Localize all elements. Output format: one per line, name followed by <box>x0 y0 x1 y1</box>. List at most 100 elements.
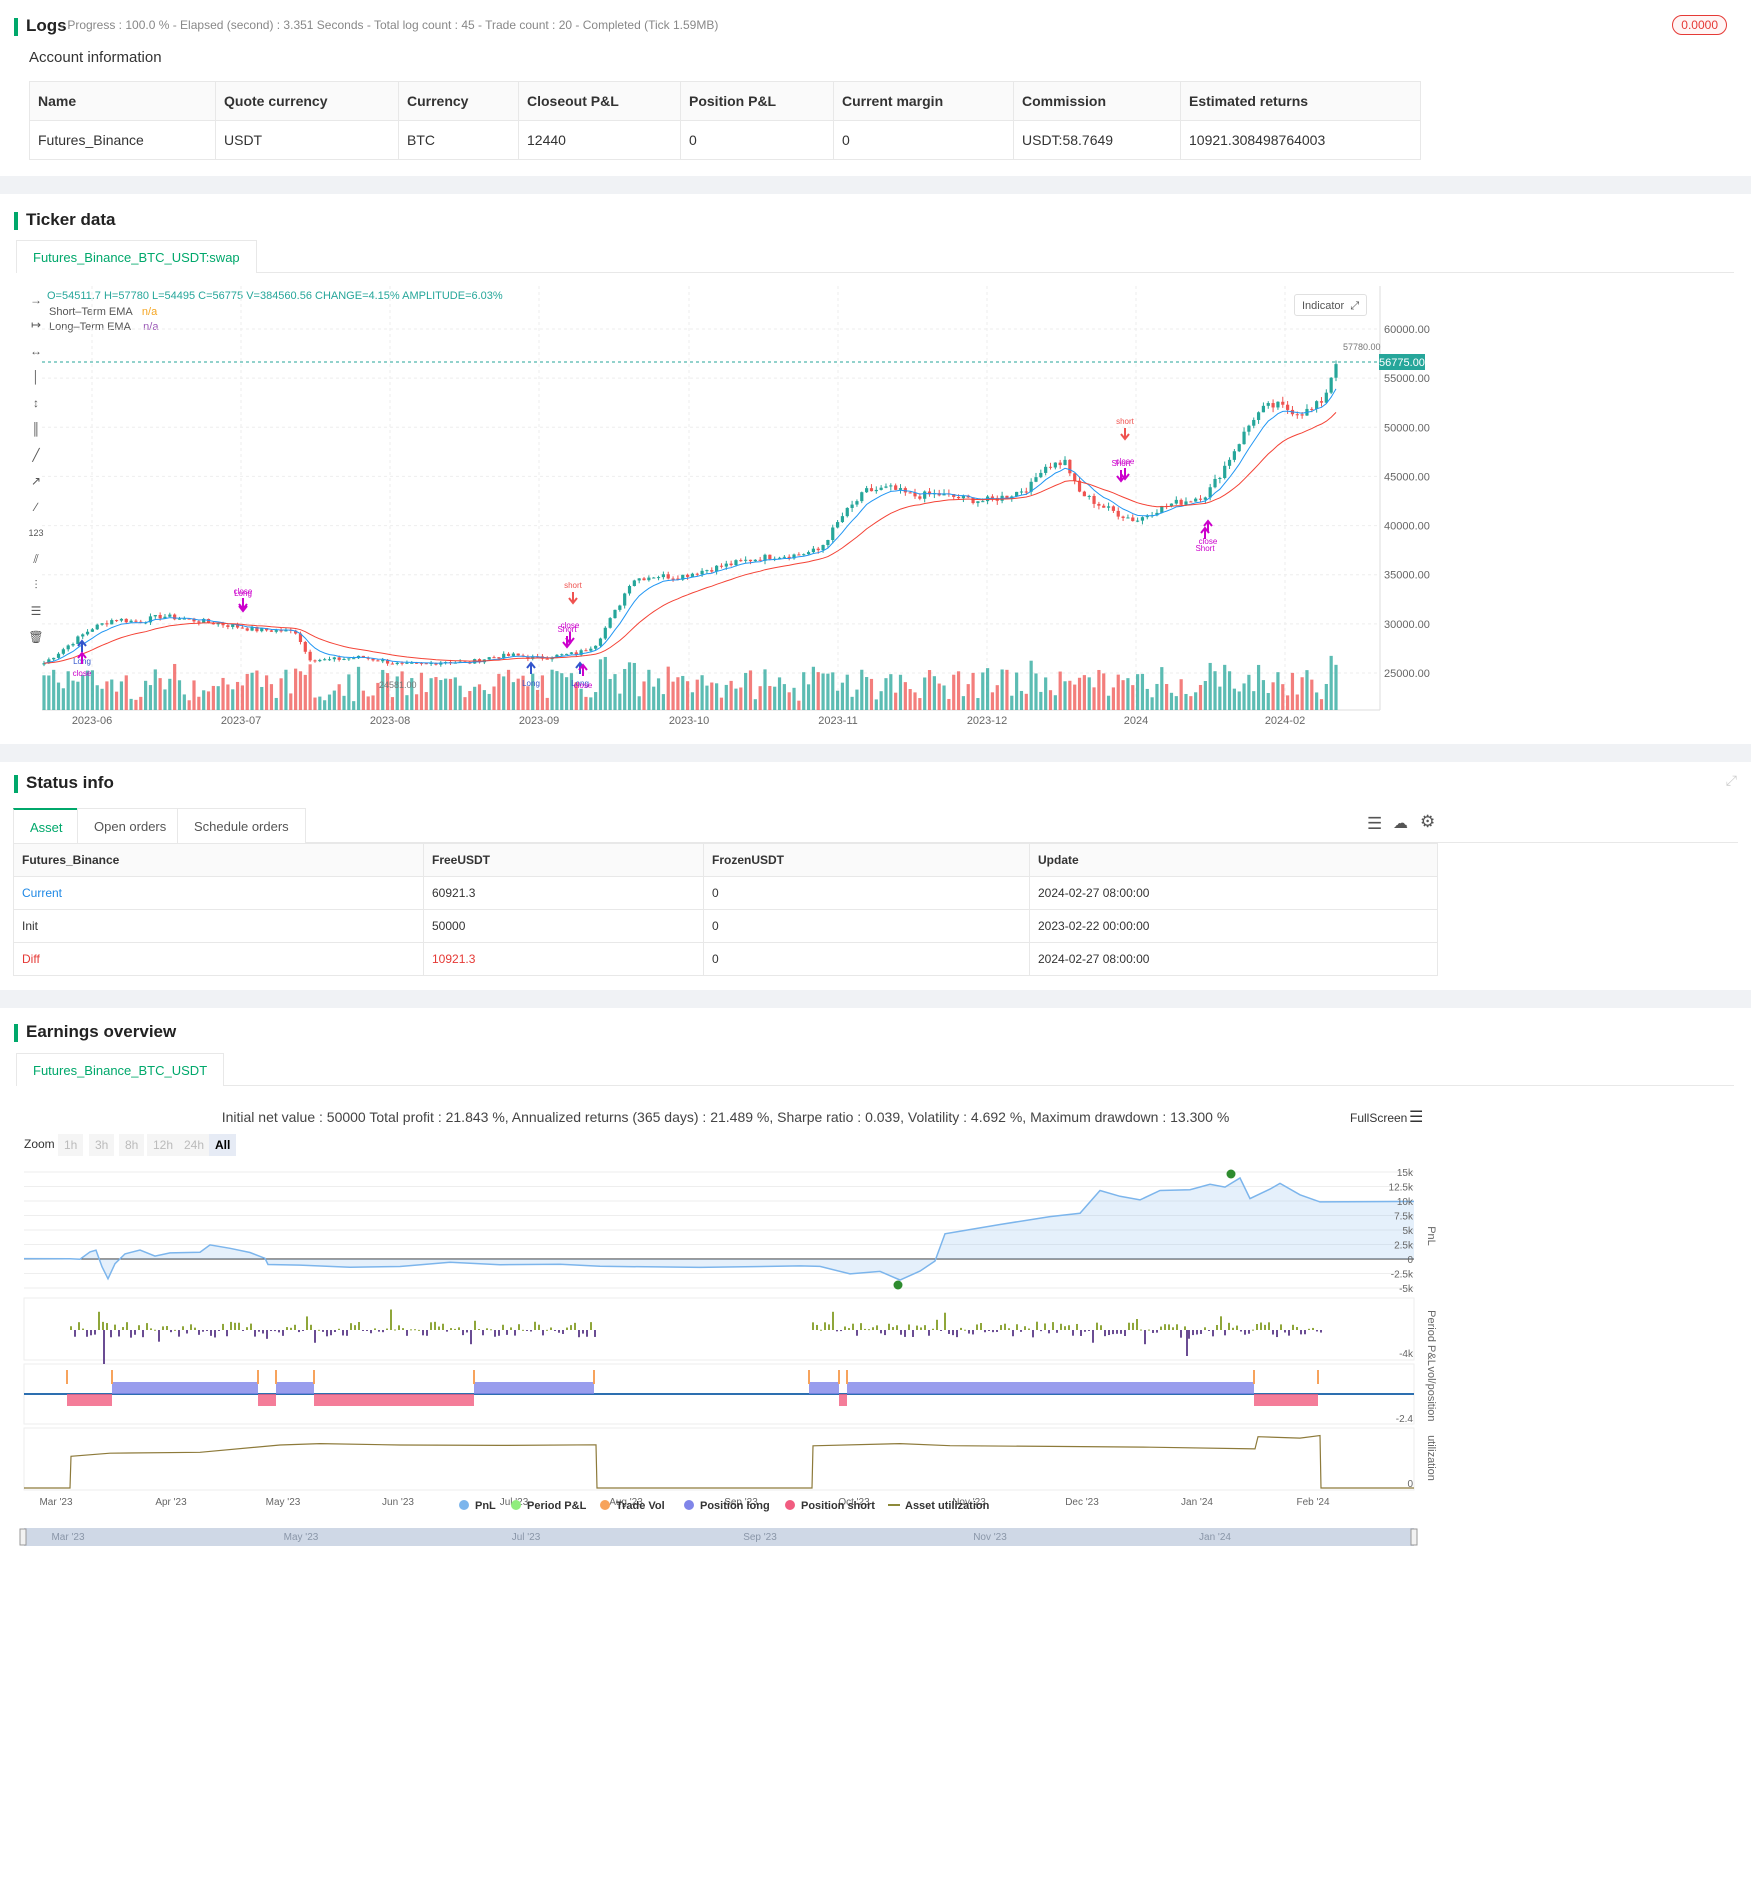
candle-body <box>114 620 119 622</box>
period-pnl-bar <box>1296 1327 1298 1330</box>
tab-open-orders[interactable]: Open orders <box>77 808 184 843</box>
cloud-download-icon[interactable]: ☁ <box>1393 815 1408 832</box>
indicator-button[interactable]: Indicator ⤢ <box>1294 294 1368 316</box>
navigator-handle-left[interactable] <box>19 1528 27 1546</box>
pnl-tick-label: 5k <box>1402 1226 1414 1237</box>
period-pnl-bar <box>438 1326 440 1330</box>
expand-icon[interactable]: ⤢ <box>1350 300 1360 312</box>
candle-body <box>342 658 346 660</box>
col-free-usdt: FreeUSDT <box>423 843 704 877</box>
volume-bar <box>458 685 462 710</box>
volume-bar <box>690 692 695 710</box>
candle-body <box>405 662 409 664</box>
row-current-label[interactable]: Current <box>13 876 424 910</box>
buy-arrow-icon <box>1200 526 1210 539</box>
period-pnl-bar <box>222 1323 224 1330</box>
zoom-3h-button[interactable]: 3h <box>89 1134 115 1156</box>
volume-bar <box>1140 673 1145 710</box>
period-pnl-bar <box>1208 1330 1210 1331</box>
volume-bar <box>671 681 675 710</box>
navigator-handle-right[interactable] <box>1410 1528 1418 1546</box>
row-diff-label: Diff <box>13 942 424 976</box>
price-label-tool-icon[interactable]: 123 <box>28 528 44 538</box>
volume-bar <box>114 691 119 710</box>
period-pnl-bar <box>1308 1328 1310 1330</box>
candle-body <box>1131 517 1135 522</box>
period-pnl-bar <box>290 1327 292 1330</box>
legend-item[interactable]: Period P&L <box>527 1500 587 1512</box>
tab-schedule-orders[interactable]: Schedule orders <box>177 808 306 843</box>
zoom-all-button[interactable]: All <box>209 1134 237 1156</box>
zoom-12h-button[interactable]: 12h <box>147 1134 180 1156</box>
candle-body <box>1334 364 1338 378</box>
period-pnl-bar <box>912 1330 914 1337</box>
tab-asset[interactable]: Asset <box>13 808 80 843</box>
pnl-area <box>24 1178 1414 1280</box>
period-pnl-bar <box>78 1322 80 1330</box>
signal-label: close <box>73 669 92 678</box>
hamburger-menu-icon[interactable]: ☰ <box>1409 1109 1424 1126</box>
legend-item[interactable]: Position short <box>801 1500 875 1512</box>
col-estimated-returns: Estimated returns <box>1180 81 1421 121</box>
volume-bar <box>981 672 985 710</box>
legend-item[interactable]: Position long <box>700 1500 770 1512</box>
zoom-24h-button[interactable]: 24h <box>178 1134 211 1156</box>
vertical-line-tool-icon[interactable]: │ <box>32 370 40 384</box>
volume-bar <box>1111 687 1116 710</box>
signal-label: close <box>574 681 593 690</box>
trade-vol-bar <box>111 1370 113 1384</box>
horizontal-segment-tool-icon[interactable]: ↔ <box>30 344 42 358</box>
period-pnl-bar <box>338 1328 340 1330</box>
legend-item[interactable]: Trade Vol <box>616 1500 665 1512</box>
candle-body <box>768 554 772 560</box>
volume-bar <box>806 684 811 710</box>
trend-line-tool-icon[interactable]: ╱ <box>32 448 40 462</box>
zoom-1h-button[interactable]: 1h <box>58 1134 84 1156</box>
vertical-ray-tool-icon[interactable]: ↕ <box>33 396 39 410</box>
candle-body <box>1232 451 1236 460</box>
period-pnl-bar <box>1304 1330 1306 1335</box>
volume-bar <box>274 697 278 710</box>
tab-earnings-symbol[interactable]: Futures_Binance_BTC_USDT <box>16 1053 225 1086</box>
ray-line-tool-icon[interactable]: ↗ <box>30 474 42 488</box>
position-long-block <box>847 1382 1254 1394</box>
candle-body <box>603 627 607 639</box>
period-pnl-bar <box>828 1324 830 1330</box>
volume-bar <box>356 666 361 710</box>
candle-body <box>526 656 530 659</box>
fibonacci-tool-icon[interactable]: ⫶ <box>34 578 38 592</box>
parallel-lines-tool-icon[interactable]: ⫽ <box>33 552 39 566</box>
volume-bar <box>816 672 820 710</box>
earnings-chart[interactable]: 15k 12.5k 10k 7.5k 5k 2.5k 0 -2.5k -5k -4k -2.4 0 Pn… <box>0 1008 1751 1892</box>
candle-body <box>1237 444 1241 452</box>
volume-bar <box>347 674 351 710</box>
fullscreen-button[interactable]: FullScreen <box>1350 1111 1408 1125</box>
trade-vol-bar <box>1317 1370 1319 1384</box>
volume-bar <box>1218 686 1222 710</box>
trash-icon[interactable]: 🗑 <box>28 630 44 644</box>
legend-item[interactable]: PnL <box>475 1500 496 1512</box>
period-pnl-bar <box>262 1330 264 1334</box>
collapse-icon[interactable]: ⤢ <box>1725 772 1737 788</box>
tab-ticker-symbol[interactable]: Futures_Binance_BTC_USDT:swap <box>16 240 257 273</box>
candle-body <box>1189 501 1193 503</box>
gear-icon[interactable]: ⚙ <box>1420 812 1436 831</box>
ticker-panel: Ticker data Futures_Binance_BTC_USDT:swa… <box>0 194 1751 744</box>
volume-bar <box>947 698 951 710</box>
segment-tool-icon[interactable]: ∕ <box>34 500 37 514</box>
period-pnl-bar <box>202 1330 204 1332</box>
menu-icon[interactable]: ☰ <box>1367 814 1383 833</box>
horizontal-lines-tool-icon[interactable]: ☰ <box>30 604 42 618</box>
candle-body <box>1218 477 1222 479</box>
volume-bar <box>444 678 448 710</box>
logs-badge: 0.0000 <box>1672 15 1727 35</box>
horizontal-line-tool-icon[interactable]: → <box>30 293 42 307</box>
volume-bar <box>173 663 177 710</box>
volume-bar <box>777 677 782 710</box>
zoom-8h-button[interactable]: 8h <box>119 1134 145 1156</box>
horizontal-ray-tool-icon[interactable]: ↦ <box>30 318 42 332</box>
candle-body <box>1281 401 1285 405</box>
legend-item[interactable]: Asset utilization <box>905 1500 990 1512</box>
vertical-segment-tool-icon[interactable]: ║ <box>31 422 41 436</box>
